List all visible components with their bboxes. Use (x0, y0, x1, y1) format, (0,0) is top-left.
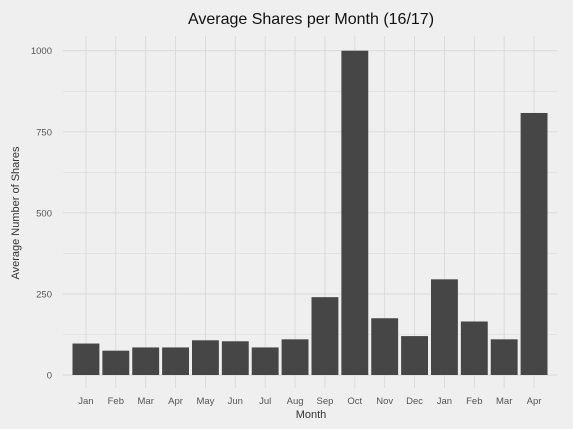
x-tick-label: Mar (138, 396, 154, 407)
bar-apr (162, 347, 190, 375)
bar-nov (371, 318, 399, 375)
x-axis-title: Month (296, 409, 327, 421)
y-axis-ticks: 0 250 500 750 1000 (31, 46, 52, 381)
x-tick-label: Jun (228, 396, 243, 407)
x-tick-label: Apr (168, 396, 183, 407)
x-tick-label: Jan (78, 396, 93, 407)
bar-jan (430, 279, 458, 375)
bar-feb (460, 321, 488, 375)
x-tick-label: Aug (287, 396, 304, 407)
x-tick-label: Mar (496, 396, 512, 407)
y-tick-label: 500 (36, 208, 52, 219)
bar-mar (490, 339, 518, 375)
x-tick-label: Sep (316, 396, 333, 407)
y-tick-label: 0 (47, 371, 52, 382)
x-tick-label: May (196, 396, 214, 407)
y-tick-label: 250 (36, 289, 52, 300)
y-tick-label: 750 (36, 127, 52, 138)
x-tick-label: Jul (259, 396, 271, 407)
x-tick-label: Oct (347, 396, 362, 407)
y-tick-label: 1000 (31, 46, 52, 57)
bar-apr (520, 112, 548, 375)
bar-feb (102, 350, 130, 375)
bar-jul (251, 347, 279, 375)
x-tick-label: Apr (527, 396, 542, 407)
x-tick-label: Jan (437, 396, 452, 407)
chart-title: Average Shares per Month (16/17) (188, 11, 434, 28)
x-axis-ticks: Jan Feb Mar Apr May Jun Jul Aug Sep Oct Nov Dec Jan F… (78, 396, 541, 407)
bar-may (191, 340, 219, 375)
bar-dec (401, 336, 429, 375)
y-axis-title: Average Number of Shares (10, 146, 22, 280)
bar-sep (311, 297, 339, 375)
x-tick-label: Feb (108, 396, 124, 407)
bar-aug (281, 339, 309, 375)
bar-jan (72, 343, 100, 375)
x-tick-label: Dec (406, 396, 423, 407)
bars (72, 50, 548, 375)
bar-jun (221, 341, 249, 375)
bar-mar (132, 347, 160, 375)
x-tick-label: Feb (466, 396, 482, 407)
x-tick-label: Nov (376, 396, 393, 407)
bar-oct (341, 50, 369, 375)
